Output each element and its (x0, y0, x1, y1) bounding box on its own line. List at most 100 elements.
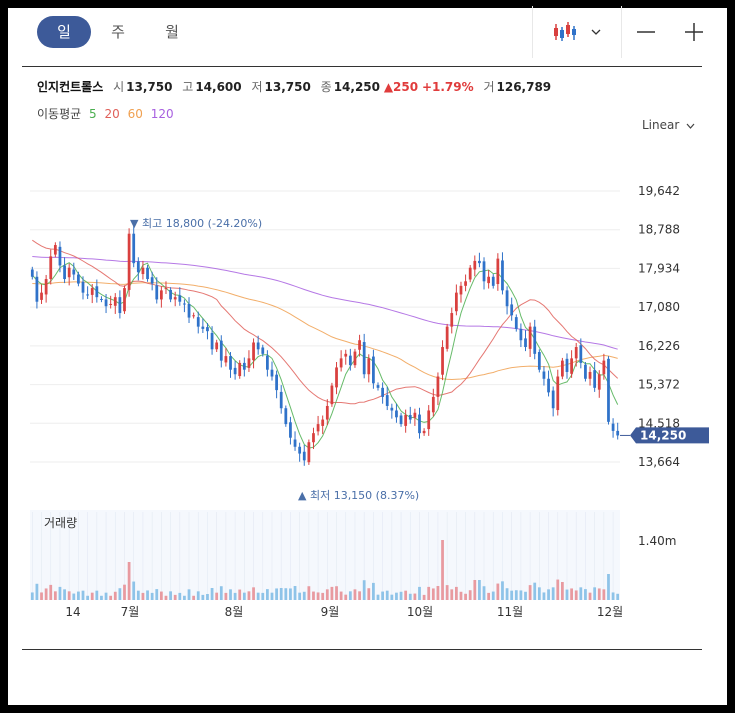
candle-body (169, 289, 172, 300)
close-value: 14,250 (333, 80, 380, 94)
candle (183, 299, 186, 313)
volume-bar (519, 590, 523, 600)
candle (367, 354, 371, 383)
volume-bar (302, 591, 306, 600)
volume-bar (35, 583, 39, 600)
candle (81, 276, 85, 300)
volume-bar (385, 590, 389, 600)
candle (150, 271, 154, 291)
candle-body (316, 424, 320, 432)
candle-body (358, 340, 361, 350)
low-value: 13,750 (264, 80, 311, 94)
chart-type-selector[interactable] (532, 6, 622, 58)
candle-body (579, 345, 583, 363)
y-tick-label: 15,372 (638, 378, 680, 392)
ma-legend-5: 5 (89, 107, 97, 121)
scale-selector[interactable]: Linear (642, 118, 695, 132)
volume-tick-label: 1.40m (638, 534, 676, 548)
candle-body (312, 433, 315, 443)
volume-bar (109, 595, 113, 600)
candle (445, 323, 449, 352)
candle-body (266, 355, 269, 370)
volume-label: 거 (483, 80, 495, 94)
candle (302, 444, 306, 466)
candle-body (40, 292, 43, 300)
volume-bar (132, 581, 136, 600)
volume-bar (459, 591, 463, 600)
volume-bar (187, 589, 191, 600)
candle (63, 257, 66, 284)
zoom-in-button[interactable] (670, 6, 718, 58)
candle (136, 257, 140, 281)
candle (418, 407, 421, 439)
volume-bar (224, 592, 228, 600)
candle (436, 372, 440, 406)
candle (570, 350, 573, 378)
candle (321, 415, 325, 435)
candle-body (505, 290, 509, 307)
candle (551, 386, 555, 417)
candle-body (574, 347, 578, 359)
candle (233, 361, 237, 380)
candle (325, 399, 329, 426)
candle (123, 285, 126, 314)
candle-body (136, 261, 140, 273)
candle (441, 340, 444, 381)
candle-body (196, 317, 200, 327)
candle-body (404, 415, 408, 426)
candle-body (473, 260, 477, 270)
volume-bar (104, 592, 108, 600)
volume-bar (233, 592, 237, 600)
candle (312, 427, 315, 450)
candle-body (219, 340, 223, 361)
volume-bar (113, 591, 117, 600)
candle (588, 366, 592, 386)
volume-bar (196, 591, 200, 600)
candle (505, 286, 509, 315)
candle-body (252, 342, 255, 361)
candle-body (164, 288, 168, 290)
candle (196, 311, 200, 334)
volume-bar (358, 591, 361, 600)
candle-body (247, 358, 251, 368)
candle-body (325, 405, 329, 420)
volume-bar (72, 593, 76, 600)
volume-bar (367, 588, 371, 600)
volume-bar (381, 591, 384, 600)
candle-body (514, 317, 518, 329)
candle-body (339, 358, 343, 368)
volume-bar (192, 595, 196, 600)
candle-body (100, 298, 103, 300)
volume-bar (127, 562, 131, 600)
tab-week[interactable]: 주 (111, 23, 125, 41)
volume-bar (514, 590, 518, 600)
candle-body (256, 342, 260, 350)
volume-bar (206, 594, 209, 600)
volume-bar (362, 580, 366, 600)
tab-month[interactable]: 월 (165, 23, 179, 41)
candle (597, 370, 601, 398)
volume-bar (348, 591, 352, 600)
candle-body (95, 286, 99, 298)
y-tick-label: 18,788 (638, 223, 680, 237)
zoom-out-button[interactable] (622, 6, 670, 58)
candle (335, 361, 338, 395)
candle (372, 349, 375, 389)
candle-body (602, 360, 606, 375)
chevron-down-icon[interactable] (591, 29, 601, 35)
candle-body (49, 256, 53, 280)
volume-bar (478, 580, 481, 600)
period-tabs: 일 주 월 (37, 16, 199, 48)
volume-bar (565, 589, 569, 600)
volume-bar (579, 587, 583, 600)
candle (611, 418, 615, 438)
candle (579, 338, 583, 369)
candle-body (183, 303, 186, 305)
candle-body (109, 303, 113, 305)
tab-day[interactable]: 일 (37, 16, 91, 48)
candle-body (321, 419, 325, 426)
candle-body (35, 276, 39, 302)
candle (454, 284, 458, 316)
candle (561, 357, 564, 380)
